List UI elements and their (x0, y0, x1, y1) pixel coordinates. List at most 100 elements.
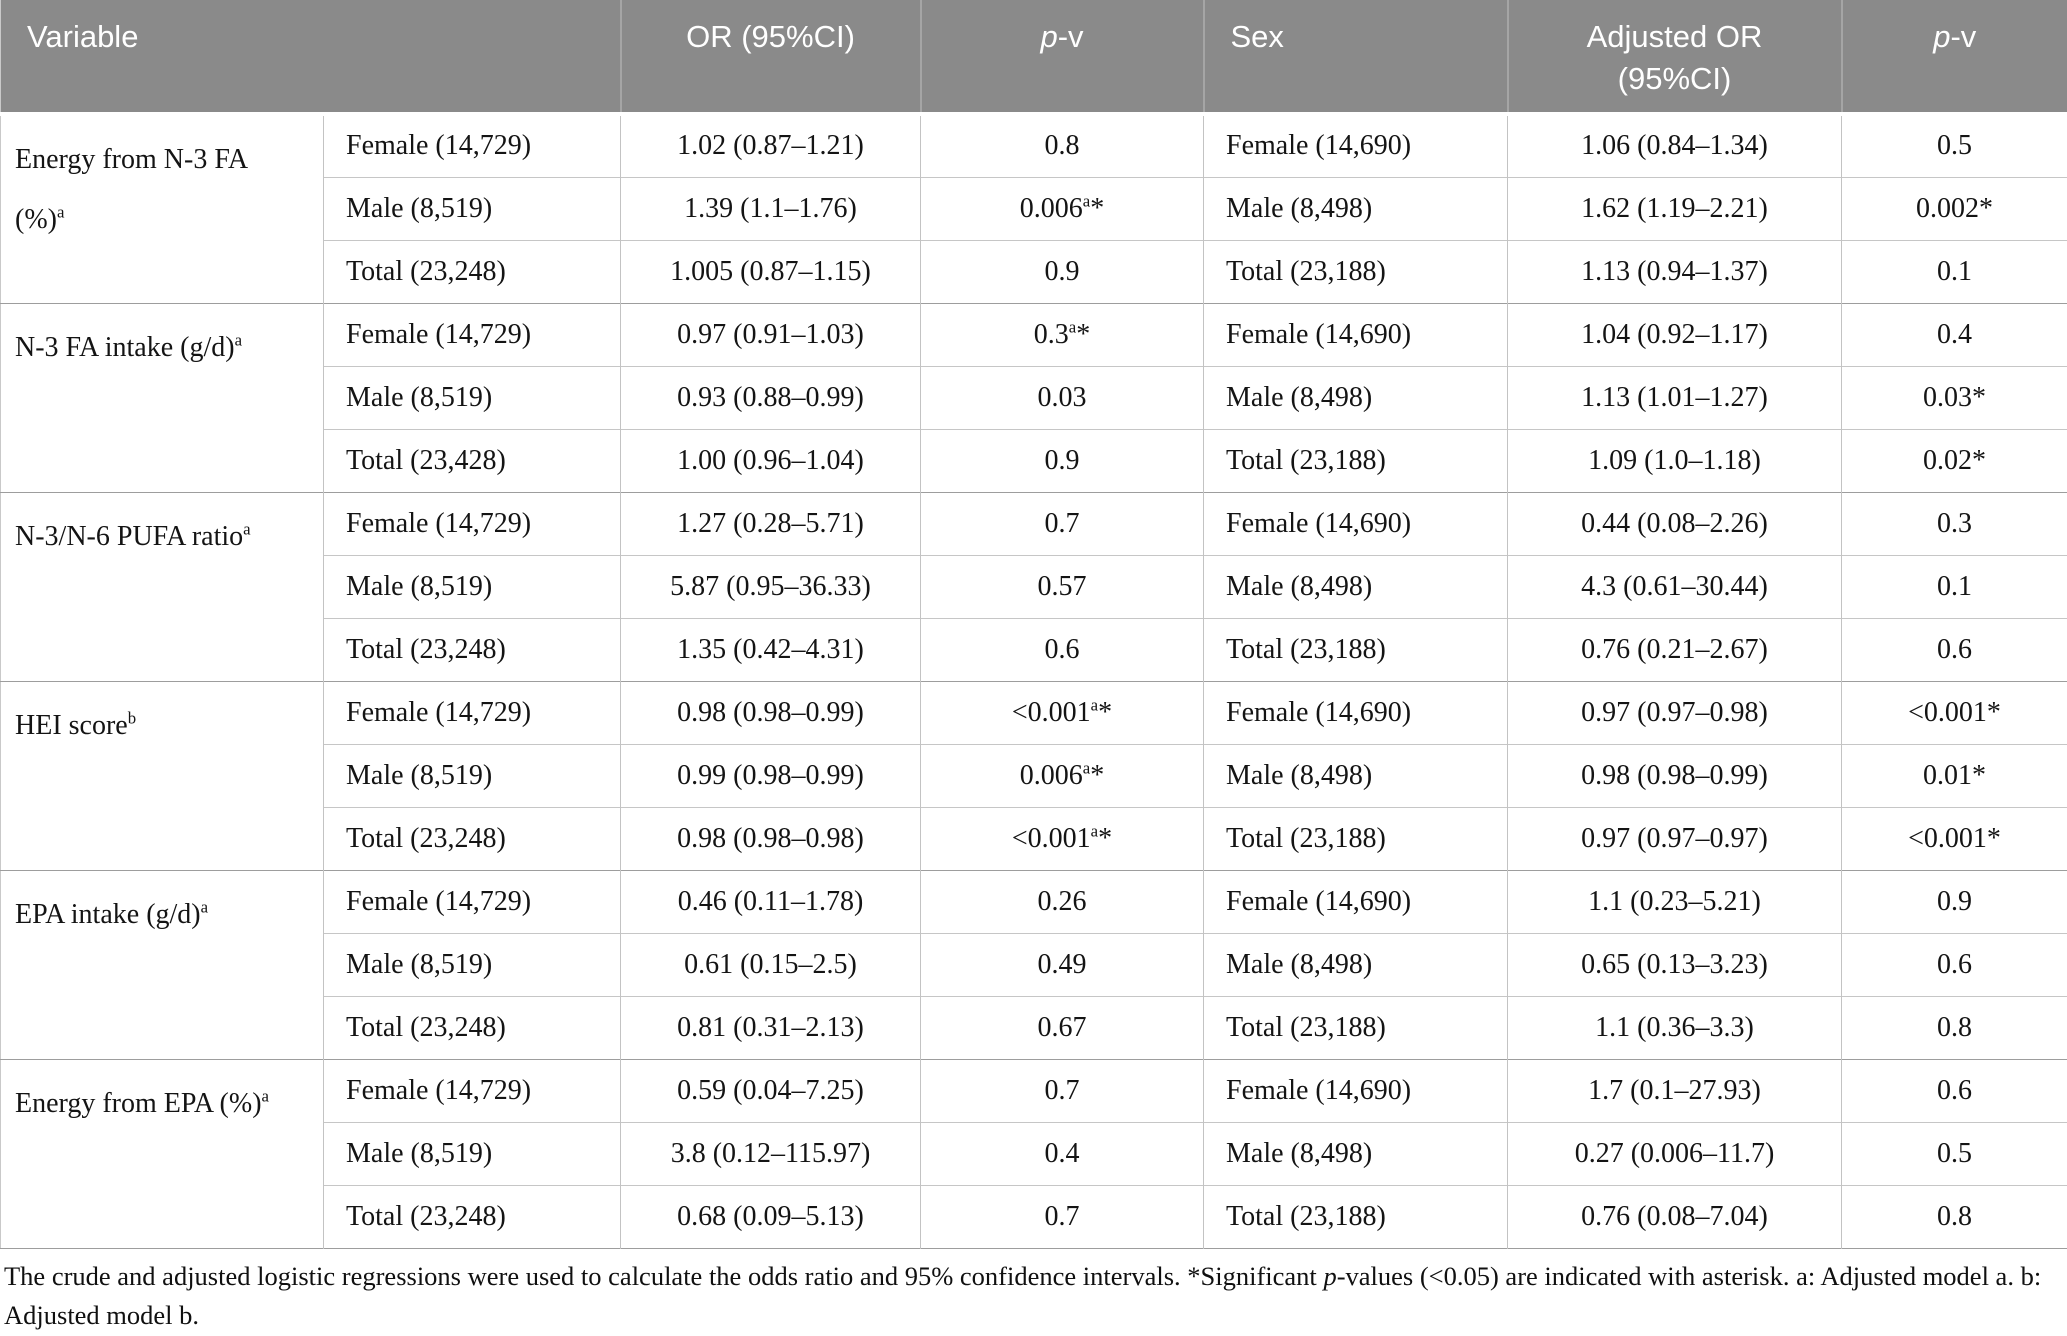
adjusted-pvalue-cell: 0.6 (1842, 618, 2067, 681)
adjusted-or-cell: 1.06 (0.84–1.34) (1508, 114, 1842, 177)
variable-cell: HEI scoreb (1, 681, 324, 870)
variable-cell: N-3/N-6 PUFA ratioa (1, 492, 324, 681)
table-body: Energy from N-3 FA (%)a Female (14,729) … (1, 114, 2067, 1248)
table-row: HEI scoreb Female (14,729) 0.98 (0.98–0.… (1, 681, 2067, 744)
adjusted-pvalue-cell: 0.8 (1842, 1185, 2067, 1248)
pvalue-cell: 0.3a* (921, 303, 1204, 366)
pvalue-cell: 0.67 (921, 996, 1204, 1059)
or-cell: 5.87 (0.95–36.33) (621, 555, 921, 618)
adjusted-or-cell: 1.13 (0.94–1.37) (1508, 240, 1842, 303)
header-adjusted-or-label: Adjusted OR (95%CI) (1587, 19, 1763, 96)
sex-cell: Total (23,248) (324, 240, 621, 303)
sex2-cell: Male (8,498) (1204, 744, 1508, 807)
table-header: Variable OR (95%CI) p-v Sex Adjusted OR … (1, 0, 2067, 114)
adjusted-pvalue-cell: 0.4 (1842, 303, 2067, 366)
or-cell: 0.61 (0.15–2.5) (621, 933, 921, 996)
sex2-cell: Total (23,188) (1204, 807, 1508, 870)
variable-label: Energy from N-3 FA (%) (15, 144, 247, 235)
sex2-cell: Female (14,690) (1204, 114, 1508, 177)
adjusted-or-cell: 0.98 (0.98–0.99) (1508, 744, 1842, 807)
or-cell: 0.98 (0.98–0.99) (621, 681, 921, 744)
pvalue-cell: 0.6 (921, 618, 1204, 681)
results-table: Variable OR (95%CI) p-v Sex Adjusted OR … (0, 0, 2067, 1249)
variable-superscript: a (57, 203, 64, 222)
sex2-cell: Total (23,188) (1204, 618, 1508, 681)
adjusted-pvalue-cell: 0.5 (1842, 1122, 2067, 1185)
adjusted-pvalue-cell: 0.5 (1842, 114, 2067, 177)
header-p-rest: -v (1058, 19, 1084, 54)
header-pvalue-2: p-v (1842, 0, 2067, 114)
adjusted-pvalue-cell: 0.9 (1842, 870, 2067, 933)
variable-superscript: a (235, 330, 242, 349)
sex-cell: Female (14,729) (324, 492, 621, 555)
sex-cell: Female (14,729) (324, 303, 621, 366)
table-row: N-3 FA intake (g/d)a Female (14,729) 0.9… (1, 303, 2067, 366)
adjusted-pvalue-cell: 0.6 (1842, 1059, 2067, 1122)
adjusted-pvalue-cell: 0.03* (1842, 366, 2067, 429)
variable-label: EPA intake (g/d) (15, 899, 201, 930)
adjusted-or-cell: 1.04 (0.92–1.17) (1508, 303, 1842, 366)
adjusted-or-cell: 0.76 (0.08–7.04) (1508, 1185, 1842, 1248)
pvalue-cell: 0.03 (921, 366, 1204, 429)
or-cell: 1.02 (0.87–1.21) (621, 114, 921, 177)
adjusted-or-cell: 0.97 (0.97–0.97) (1508, 807, 1842, 870)
header-or-label: OR (95%CI) (686, 19, 855, 54)
or-cell: 0.46 (0.11–1.78) (621, 870, 921, 933)
sex2-cell: Male (8,498) (1204, 555, 1508, 618)
sex2-cell: Male (8,498) (1204, 366, 1508, 429)
or-cell: 1.27 (0.28–5.71) (621, 492, 921, 555)
or-cell: 3.8 (0.12–115.97) (621, 1122, 921, 1185)
adjusted-pvalue-cell: 0.1 (1842, 555, 2067, 618)
variable-superscript: a (201, 897, 208, 916)
pvalue-cell: <0.001a* (921, 807, 1204, 870)
header-adjusted-or: Adjusted OR (95%CI) (1508, 0, 1842, 114)
header-sex-label: Sex (1231, 19, 1284, 54)
sex2-cell: Female (14,690) (1204, 1059, 1508, 1122)
adjusted-or-cell: 1.1 (0.23–5.21) (1508, 870, 1842, 933)
or-cell: 0.93 (0.88–0.99) (621, 366, 921, 429)
variable-superscript: a (243, 519, 250, 538)
adjusted-or-cell: 4.3 (0.61–30.44) (1508, 555, 1842, 618)
or-cell: 1.00 (0.96–1.04) (621, 429, 921, 492)
variable-label: N-3 FA intake (g/d) (15, 332, 235, 363)
header-or: OR (95%CI) (621, 0, 921, 114)
adjusted-or-cell: 1.62 (1.19–2.21) (1508, 177, 1842, 240)
header-row: Variable OR (95%CI) p-v Sex Adjusted OR … (1, 0, 2067, 114)
header-p-italic: p (1933, 19, 1950, 54)
sex2-cell: Female (14,690) (1204, 303, 1508, 366)
pvalue-cell: 0.7 (921, 492, 1204, 555)
adjusted-or-cell: 1.1 (0.36–3.3) (1508, 996, 1842, 1059)
table-row: Energy from EPA (%)a Female (14,729) 0.5… (1, 1059, 2067, 1122)
or-cell: 1.005 (0.87–1.15) (621, 240, 921, 303)
pvalue-cell: 0.57 (921, 555, 1204, 618)
variable-cell: Energy from EPA (%)a (1, 1059, 324, 1248)
sex2-cell: Male (8,498) (1204, 1122, 1508, 1185)
sex2-cell: Male (8,498) (1204, 177, 1508, 240)
variable-cell: EPA intake (g/d)a (1, 870, 324, 1059)
sex-cell: Male (8,519) (324, 933, 621, 996)
adjusted-pvalue-cell: 0.6 (1842, 933, 2067, 996)
sex2-cell: Female (14,690) (1204, 492, 1508, 555)
or-cell: 0.97 (0.91–1.03) (621, 303, 921, 366)
adjusted-pvalue-cell: <0.001* (1842, 681, 2067, 744)
sex-cell: Total (23,428) (324, 429, 621, 492)
header-p-italic: p (1040, 19, 1057, 54)
adjusted-or-cell: 0.44 (0.08–2.26) (1508, 492, 1842, 555)
variable-label: Energy from EPA (%) (15, 1088, 262, 1119)
pvalue-cell: 0.006a* (921, 177, 1204, 240)
header-pvalue-1: p-v (921, 0, 1204, 114)
header-variable-label: Variable (27, 19, 138, 54)
or-cell: 0.81 (0.31–2.13) (621, 996, 921, 1059)
sex-cell: Male (8,519) (324, 744, 621, 807)
or-cell: 0.59 (0.04–7.25) (621, 1059, 921, 1122)
pvalue-cell: 0.006a* (921, 744, 1204, 807)
pvalue-cell: 0.9 (921, 240, 1204, 303)
header-variable: Variable (1, 0, 621, 114)
adjusted-pvalue-cell: 0.3 (1842, 492, 2067, 555)
table-row: N-3/N-6 PUFA ratioa Female (14,729) 1.27… (1, 492, 2067, 555)
sex2-cell: Total (23,188) (1204, 996, 1508, 1059)
sex2-cell: Total (23,188) (1204, 1185, 1508, 1248)
variable-superscript: a (262, 1086, 269, 1105)
pvalue-cell: 0.7 (921, 1059, 1204, 1122)
sex-cell: Male (8,519) (324, 555, 621, 618)
